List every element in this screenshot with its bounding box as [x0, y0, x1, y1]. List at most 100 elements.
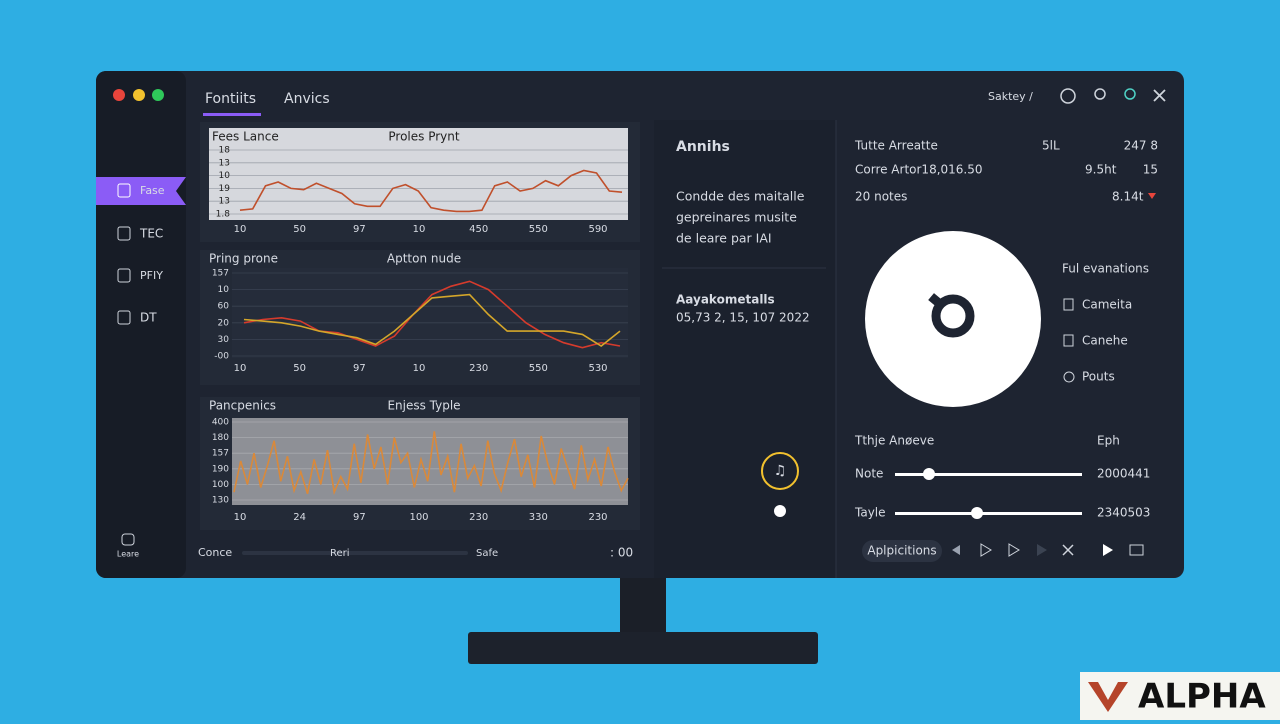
search-icon[interactable]	[1124, 88, 1136, 100]
x-tick-label: 230	[469, 363, 488, 374]
dial[interactable]	[865, 231, 1041, 407]
next-button[interactable]	[1008, 543, 1020, 557]
button-label: Aplpicitions	[867, 544, 936, 558]
date: 05,73 2, 15, 107 2022	[676, 311, 810, 325]
y-tick-label: 60	[218, 302, 230, 312]
chart-title: Pancpenics	[209, 399, 276, 413]
x-tick-label: 100	[409, 512, 428, 523]
tab[interactable]: Anvics	[284, 91, 330, 107]
user-icon[interactable]	[1094, 88, 1106, 100]
info-icon[interactable]	[1060, 88, 1076, 104]
cast-button[interactable]	[1129, 544, 1144, 556]
row-value: 15	[1143, 163, 1158, 177]
x-tick-label: 97	[353, 363, 366, 374]
y-tick-label: 13	[219, 158, 230, 168]
tab[interactable]: Fontiits	[205, 91, 256, 107]
x-tick-label: 550	[529, 224, 548, 235]
nav-item[interactable]: DT	[140, 311, 157, 325]
section-title: Eph	[1097, 434, 1120, 448]
y-tick-label: 130	[212, 496, 229, 506]
play-button[interactable]	[1103, 544, 1113, 556]
monitor-neck	[620, 576, 666, 636]
status: Safe	[476, 548, 498, 559]
nav-item[interactable]: Fase	[140, 184, 165, 197]
x-tick-label: 230	[588, 512, 607, 523]
y-tick-label: -00	[214, 352, 229, 362]
list-item[interactable]: Canehe	[1082, 334, 1128, 348]
dial-pointer	[928, 293, 944, 308]
y-tick-label: 180	[212, 433, 229, 443]
plot-area	[232, 268, 628, 358]
series-line	[233, 431, 629, 496]
status: : 00	[610, 546, 633, 560]
close-icon[interactable]	[1153, 89, 1166, 102]
row-value: 247 8	[1124, 139, 1158, 153]
list-icon	[1063, 298, 1074, 311]
y-tick-label: 10	[219, 171, 231, 181]
slider-value: 2000441	[1097, 467, 1150, 481]
list-icon	[1063, 371, 1075, 383]
x-tick-label: 10	[234, 512, 247, 523]
y-tick-label: 20	[218, 318, 230, 328]
x-tick-label: 10	[413, 363, 426, 374]
plot-area	[209, 128, 628, 220]
y-tick-label: 190	[212, 464, 229, 474]
nav-item[interactable]: Leare	[117, 550, 139, 559]
max-dot[interactable]	[152, 89, 164, 101]
row-value: 5lL	[1042, 139, 1060, 153]
prev-button[interactable]	[952, 545, 960, 555]
x-tick-label: 450	[469, 224, 488, 235]
paragraph: gepreinares musite	[676, 210, 797, 225]
x-tick-label: 50	[293, 224, 306, 235]
top-link[interactable]: Saktey /	[988, 90, 1033, 103]
track	[242, 551, 468, 555]
dot	[774, 505, 786, 517]
row-value: 8.14t	[1112, 190, 1144, 204]
slider-knob[interactable]	[923, 468, 935, 480]
min-dot[interactable]	[133, 89, 145, 101]
nav-icon	[117, 268, 131, 283]
nav-item[interactable]: PFIY	[140, 269, 163, 282]
list-item[interactable]: Pouts	[1082, 370, 1115, 384]
y-tick-label: 18	[219, 146, 231, 156]
x-tick-label: 97	[353, 512, 366, 523]
chart-subtitle: Aptton nude	[387, 252, 461, 266]
nav-icon	[117, 183, 131, 198]
slider-track	[895, 473, 1082, 476]
chart-subtitle: Enjess Typle	[387, 399, 460, 413]
shuffle-button[interactable]	[1062, 544, 1074, 556]
y-tick-label: 100	[212, 480, 229, 490]
series-line	[239, 169, 623, 213]
button[interactable]	[862, 540, 942, 562]
row-value: 9.5ht	[1085, 163, 1117, 177]
slider-knob[interactable]	[971, 507, 983, 519]
x-tick-label: 50	[293, 363, 306, 374]
x-tick-label: 550	[529, 363, 548, 374]
chart-title: Pring prone	[209, 252, 278, 266]
middle-panel	[654, 120, 836, 578]
status: Conce	[198, 546, 232, 559]
play-button[interactable]	[980, 543, 992, 557]
nav-icon	[117, 310, 131, 325]
slider-label: Tayle	[854, 506, 886, 520]
y-tick-label: 400	[212, 418, 229, 428]
chart-subtitle: Proles Prynt	[388, 130, 459, 144]
forward-button[interactable]	[1037, 544, 1047, 556]
y-tick-label: 157	[212, 269, 229, 279]
series-line	[243, 280, 621, 349]
x-tick-label: 330	[529, 512, 548, 523]
chart-title: Fees Lance	[212, 130, 279, 144]
close-dot[interactable]	[113, 89, 125, 101]
list-icon	[1063, 334, 1074, 347]
x-tick-label: 97	[353, 224, 366, 235]
sidebar	[96, 71, 186, 578]
music-button[interactable]	[761, 452, 799, 490]
x-tick-label: 10	[234, 224, 247, 235]
row-label: Corre Artor18,016.50	[855, 163, 983, 177]
list-item[interactable]: Cameita	[1082, 298, 1132, 312]
x-tick-label: 590	[588, 224, 607, 235]
paragraph: de leare par IAI	[676, 231, 772, 246]
nav-item[interactable]: TEC	[139, 227, 163, 241]
